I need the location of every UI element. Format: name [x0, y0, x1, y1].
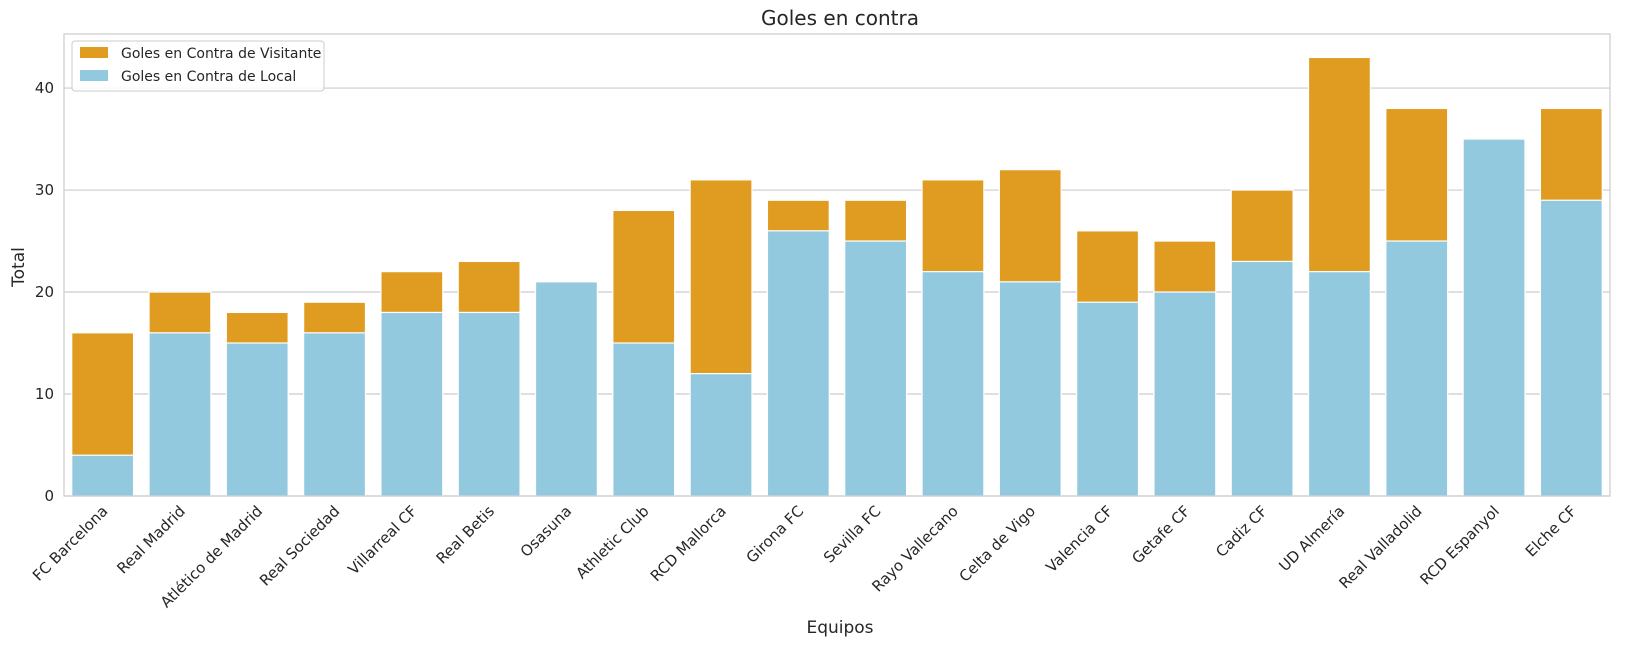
legend: Goles en Contra de Visitante Goles en Con… — [71, 40, 325, 92]
bar-local — [766, 230, 830, 497]
x-tick-label: Elche CF — [1522, 502, 1580, 560]
legend-box — [71, 40, 325, 92]
legend-label: Goles en Contra de Local — [121, 69, 296, 85]
bar-local — [612, 342, 676, 497]
bar-local — [1307, 271, 1371, 497]
gridlines — [64, 87, 1610, 497]
bar-local — [998, 281, 1062, 497]
bar-local — [303, 332, 367, 497]
bar-local — [844, 240, 908, 497]
bar-local — [921, 271, 985, 497]
chart-title: Goles en contra — [761, 6, 919, 30]
bars — [71, 56, 1603, 497]
y-tick-label: 40 — [35, 79, 54, 97]
bar-local — [1462, 138, 1526, 497]
legend-label: Goles en Contra de Visitante — [121, 46, 321, 62]
y-tick-label: 10 — [35, 385, 54, 403]
x-tick-label: Cadiz CF — [1212, 502, 1271, 561]
bar-local — [71, 454, 135, 497]
x-tick-label: Real Betis — [433, 502, 499, 568]
bar-local — [457, 311, 521, 497]
x-tick-label: Osasuna — [517, 502, 576, 561]
bar-local — [1076, 301, 1140, 497]
y-axis-label: Total — [9, 247, 29, 288]
x-tick-label: RCD Mallorca — [647, 502, 730, 585]
y-tick-label: 20 — [35, 283, 54, 301]
x-tick-label: Valencia CF — [1042, 502, 1116, 576]
bar-local — [1539, 199, 1603, 497]
legend-swatch — [80, 70, 108, 81]
y-tick-labels: 0 10 20 30 40 — [35, 79, 54, 505]
x-tick-label: Real Valladolid — [1335, 502, 1425, 592]
legend-swatch — [80, 47, 108, 58]
x-tick-label: Athletic Club — [572, 502, 652, 582]
x-tick-label: Real Sociedad — [256, 502, 343, 589]
bar-local — [534, 281, 598, 497]
bar-local — [380, 311, 444, 497]
x-tick-label: Girona FC — [743, 502, 808, 567]
bar-local — [1385, 240, 1449, 497]
x-tick-label: Celta de Vigo — [956, 502, 1039, 585]
bar-local — [1230, 260, 1294, 497]
x-tick-label: Real Madrid — [113, 502, 188, 577]
plot-frame — [63, 33, 1611, 497]
x-axis-label: Equipos — [806, 618, 873, 638]
x-tick-label: FC Barcelona — [29, 502, 112, 585]
y-tick-label: 0 — [44, 487, 54, 505]
bar-local — [148, 332, 212, 497]
x-tick-label: UD Almería — [1275, 502, 1348, 575]
y-tick-label: 30 — [35, 181, 54, 199]
x-tick-label: Sevilla FC — [820, 502, 884, 566]
x-tick-label: Getafe CF — [1128, 502, 1193, 567]
bar-local — [689, 373, 753, 497]
x-tick-label: RCD Espanyol — [1416, 502, 1502, 588]
x-tick-label: Villarreal CF — [344, 502, 420, 578]
bar-local — [225, 342, 289, 497]
bar-local — [1153, 291, 1217, 497]
